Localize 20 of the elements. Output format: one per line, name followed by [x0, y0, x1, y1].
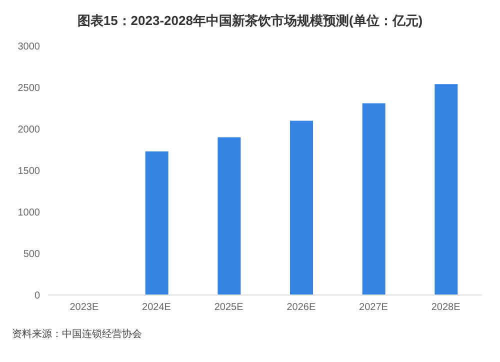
text: 资料来源：中国连锁经营协会 — [11, 328, 143, 341]
bar — [290, 120, 313, 295]
x-tick-label: 2026E — [286, 302, 316, 314]
y-tick-label: 1500 — [18, 166, 40, 178]
x-tick-label: 2027E — [359, 302, 388, 314]
y-tick-label: 500 — [23, 249, 40, 260]
x-tick-label: 2023E — [70, 302, 99, 314]
y-tick-label: 0 — [34, 290, 40, 302]
bar — [218, 137, 241, 295]
y-tick-label: 2500 — [18, 83, 40, 94]
chart-title: 图表15：2023-2028年中国新茶饮市场规模预测(单位：亿元) — [76, 12, 424, 30]
y-tick-label: 1000 — [18, 208, 40, 219]
x-tick-label: 2024E — [142, 302, 172, 314]
bar — [362, 103, 386, 295]
y-tick-label: 3000 — [18, 42, 40, 53]
x-tick-label: 2025E — [214, 302, 244, 314]
bar — [145, 151, 168, 295]
bar — [434, 84, 458, 295]
x-tick-label: 2028E — [431, 302, 461, 314]
y-tick-label: 2000 — [18, 124, 40, 136]
